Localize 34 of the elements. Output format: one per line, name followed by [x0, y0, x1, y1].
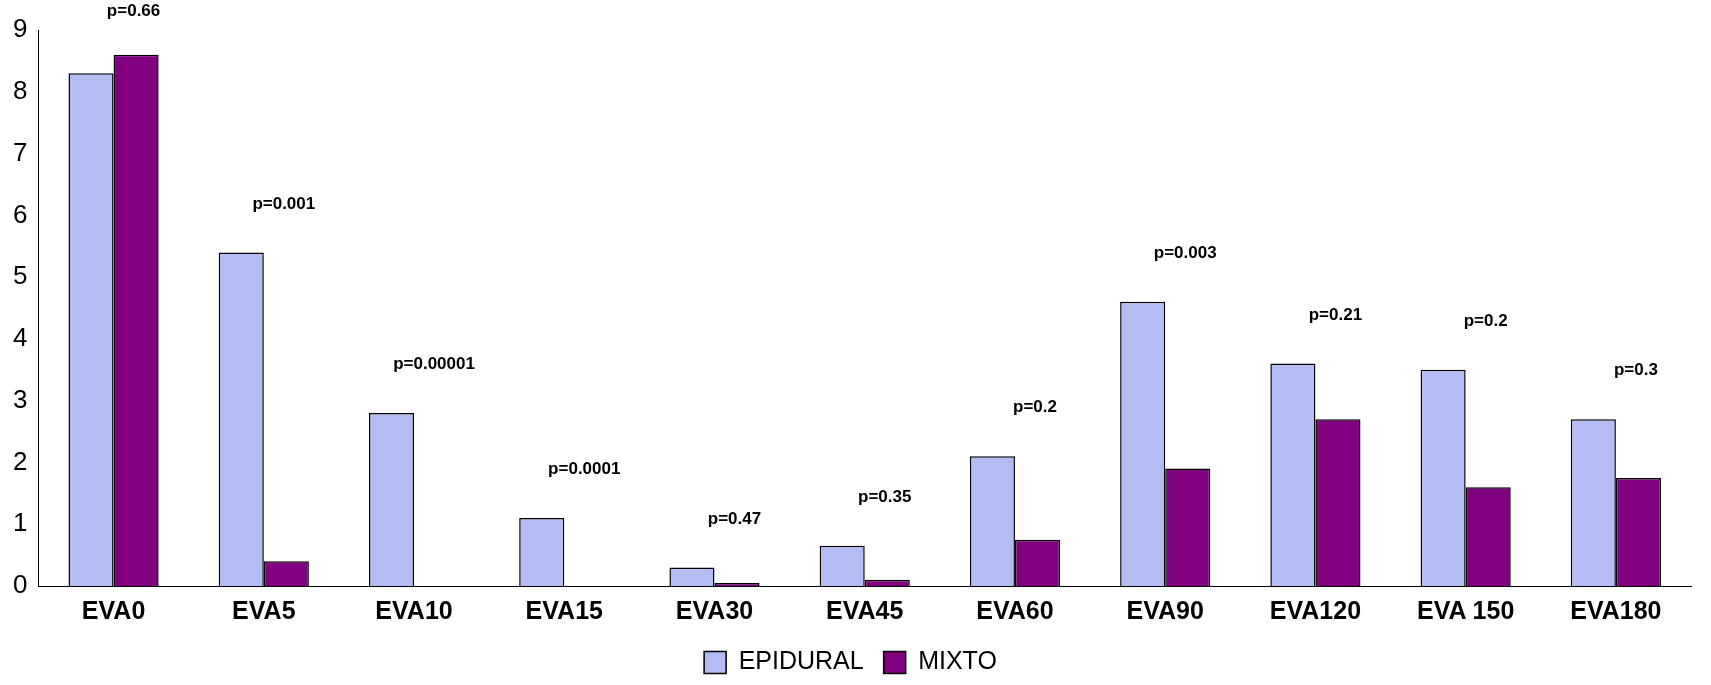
- x-tick-label: EVA45: [826, 595, 904, 624]
- x-tick-label: EVA30: [675, 595, 754, 624]
- legend-label: MIXTO: [918, 646, 997, 675]
- x-tick-label: EVA180: [1570, 595, 1662, 624]
- legend-label: EPIDURAL: [738, 646, 864, 675]
- y-tick-label: 6: [12, 198, 28, 229]
- x-tick-label: EVA120: [1269, 595, 1362, 624]
- annotation: p=0.21: [1308, 304, 1363, 324]
- annotation: p=0.00001: [393, 354, 475, 374]
- x-tick-label: EVA10: [375, 595, 453, 624]
- annotation: p=0.35: [858, 487, 912, 507]
- annotation: p=0.003: [1153, 243, 1217, 263]
- y-tick-label: 9: [12, 13, 28, 44]
- x-tick-label: EVA5: [232, 595, 296, 624]
- annotation: p=0.0001: [548, 459, 621, 479]
- annotation: p=0.47: [707, 508, 762, 528]
- y-tick-label: 0: [12, 569, 28, 600]
- y-tick-label: 2: [12, 445, 28, 476]
- x-tick-label: EVA0: [81, 595, 146, 624]
- y-tick-label: 5: [12, 260, 28, 291]
- text: p=0.66: [106, 1, 161, 21]
- annotation: p=0.001: [252, 193, 316, 213]
- x-tick-label: EVA15: [525, 595, 604, 624]
- x-tick-label: EVA 150: [1417, 595, 1515, 624]
- y-tick-label: 8: [12, 74, 28, 105]
- y-tick-label: 3: [12, 383, 28, 414]
- x-tick-label: EVA90: [1126, 595, 1204, 624]
- y-tick-label: 1: [12, 507, 28, 538]
- x-tick-label: EVA60: [976, 595, 1054, 624]
- y-tick-label: 7: [12, 136, 28, 167]
- annotation: p=0.3: [1613, 360, 1658, 380]
- annotation: p=0.2: [1463, 310, 1508, 330]
- y-tick-label: 4: [12, 322, 28, 353]
- annotation: p=0.2: [1012, 397, 1057, 417]
